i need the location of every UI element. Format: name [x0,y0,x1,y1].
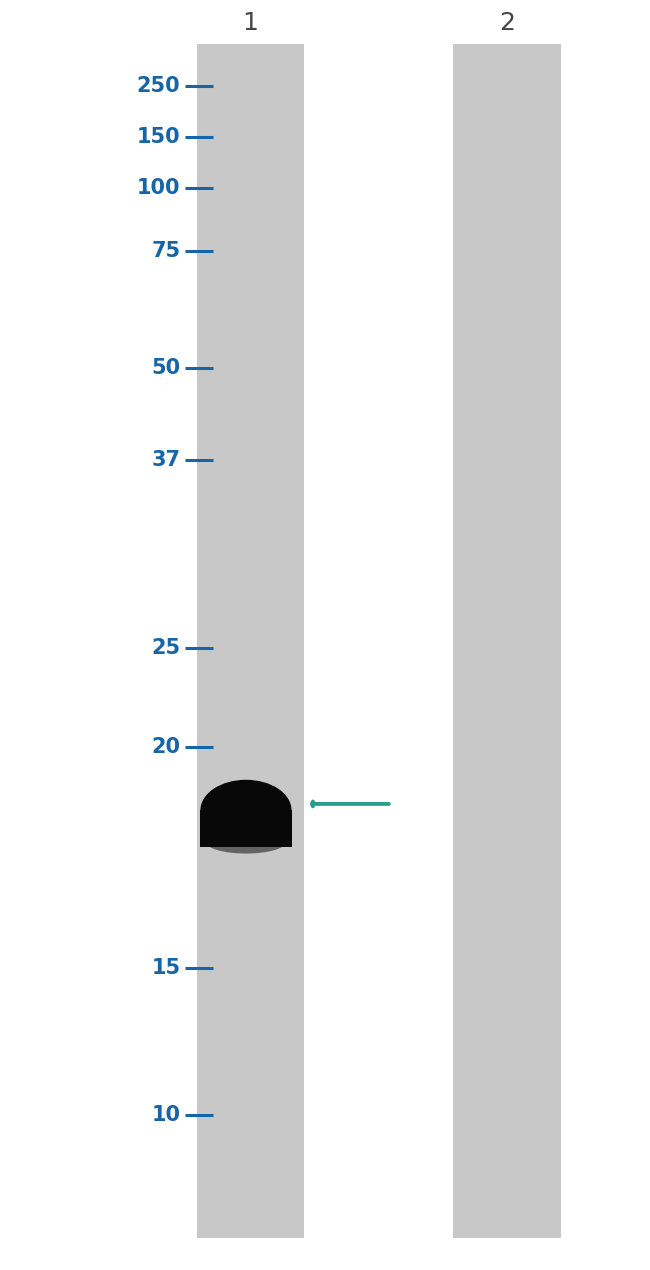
Text: 25: 25 [151,638,180,658]
Text: 1: 1 [242,11,258,34]
Text: 10: 10 [151,1105,180,1125]
Text: 20: 20 [151,737,180,757]
Text: 2: 2 [499,11,515,34]
Bar [454,44,560,1238]
Text: 15: 15 [151,958,180,978]
Ellipse shape [200,780,292,841]
Bar [200,810,292,847]
Bar [196,44,304,1238]
Text: 37: 37 [151,450,180,470]
Text: 75: 75 [151,241,180,262]
Ellipse shape [206,831,286,853]
Text: 250: 250 [136,76,180,97]
Text: 50: 50 [151,358,180,378]
Text: 100: 100 [137,178,180,198]
Text: 150: 150 [136,127,180,147]
